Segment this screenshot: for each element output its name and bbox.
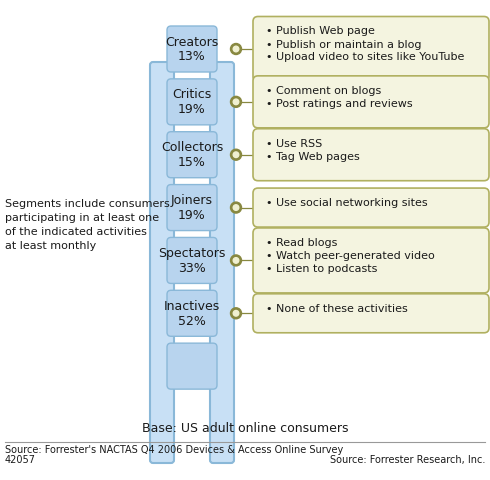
FancyBboxPatch shape xyxy=(253,76,489,128)
Circle shape xyxy=(230,202,242,213)
Text: • Listen to podcasts: • Listen to podcasts xyxy=(266,264,377,274)
FancyBboxPatch shape xyxy=(167,26,217,72)
Text: 52%: 52% xyxy=(178,315,206,328)
Text: 19%: 19% xyxy=(178,103,206,116)
Circle shape xyxy=(233,46,239,52)
Text: • Post ratings and reviews: • Post ratings and reviews xyxy=(266,99,413,109)
FancyBboxPatch shape xyxy=(253,16,489,82)
Text: 33%: 33% xyxy=(178,262,206,275)
Text: 19%: 19% xyxy=(178,209,206,222)
FancyBboxPatch shape xyxy=(167,79,217,125)
FancyBboxPatch shape xyxy=(253,228,489,293)
Text: • Upload video to sites like YouTube: • Upload video to sites like YouTube xyxy=(266,52,465,62)
FancyBboxPatch shape xyxy=(167,290,217,336)
Circle shape xyxy=(230,308,242,319)
FancyBboxPatch shape xyxy=(253,129,489,180)
Circle shape xyxy=(230,96,242,108)
Circle shape xyxy=(233,311,239,316)
Text: Base: US adult online consumers: Base: US adult online consumers xyxy=(142,421,348,434)
Circle shape xyxy=(233,152,239,157)
Text: Source: Forrester's NACTAS Q4 2006 Devices & Access Online Survey: Source: Forrester's NACTAS Q4 2006 Devic… xyxy=(5,445,343,455)
Text: Creators: Creators xyxy=(166,36,219,48)
Text: • Use social networking sites: • Use social networking sites xyxy=(266,198,428,208)
Text: Source: Forrester Research, Inc.: Source: Forrester Research, Inc. xyxy=(330,455,485,465)
Text: Collectors: Collectors xyxy=(161,141,223,154)
FancyBboxPatch shape xyxy=(150,62,174,463)
Text: 15%: 15% xyxy=(178,156,206,169)
Text: Inactives: Inactives xyxy=(164,300,220,313)
Text: Segments include consumers
participating in at least one
of the indicated activi: Segments include consumers participating… xyxy=(5,199,170,251)
FancyBboxPatch shape xyxy=(167,238,217,283)
Text: 42057: 42057 xyxy=(5,455,36,465)
FancyBboxPatch shape xyxy=(253,294,489,333)
FancyBboxPatch shape xyxy=(253,188,489,227)
Circle shape xyxy=(230,149,242,160)
Text: 13%: 13% xyxy=(178,50,206,63)
Text: • Watch peer-generated video: • Watch peer-generated video xyxy=(266,251,435,261)
Text: • Tag Web pages: • Tag Web pages xyxy=(266,152,360,162)
FancyBboxPatch shape xyxy=(167,343,217,389)
FancyBboxPatch shape xyxy=(167,132,217,178)
Text: Spectators: Spectators xyxy=(158,247,226,260)
Circle shape xyxy=(233,258,239,263)
Text: • Publish Web page: • Publish Web page xyxy=(266,26,375,36)
Circle shape xyxy=(230,255,242,266)
Text: • Use RSS: • Use RSS xyxy=(266,139,322,149)
Circle shape xyxy=(233,99,239,105)
Text: • Comment on blogs: • Comment on blogs xyxy=(266,86,381,96)
Circle shape xyxy=(233,205,239,210)
Text: Critics: Critics xyxy=(172,88,212,101)
Circle shape xyxy=(230,44,242,55)
Text: • None of these activities: • None of these activities xyxy=(266,304,408,314)
FancyBboxPatch shape xyxy=(210,62,234,463)
Text: • Publish or maintain a blog: • Publish or maintain a blog xyxy=(266,39,421,49)
Text: • Read blogs: • Read blogs xyxy=(266,238,338,248)
Text: Joiners: Joiners xyxy=(171,194,213,207)
FancyBboxPatch shape xyxy=(167,185,217,230)
